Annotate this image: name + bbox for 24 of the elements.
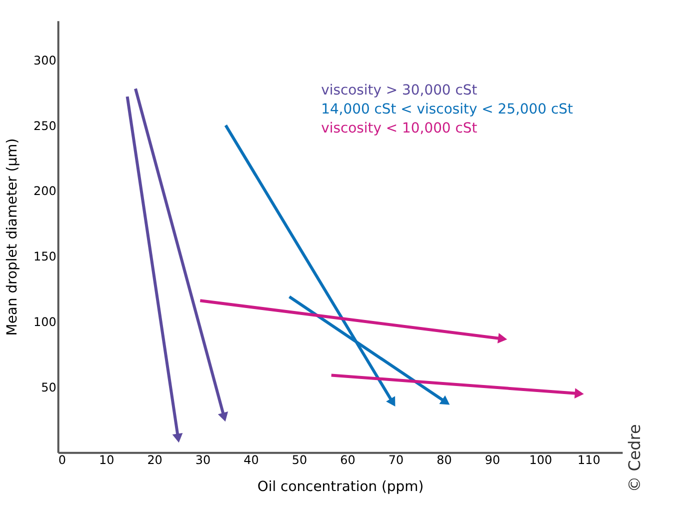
text: viscosity < 10,000 cSt bbox=[321, 120, 478, 136]
y-tick-label: 200 bbox=[34, 184, 56, 198]
x-tick-label: 60 bbox=[340, 452, 356, 467]
x-tick-label: 40 bbox=[244, 452, 259, 467]
y-axis-title: Mean droplet diameter (µm) bbox=[4, 138, 21, 336]
x-tick-label: 80 bbox=[436, 452, 452, 467]
x-tick-label: 50 bbox=[292, 452, 308, 467]
y-tick-label: 300 bbox=[34, 53, 56, 68]
y-tick-label: 100 bbox=[34, 315, 56, 330]
x-tick-label: 10 bbox=[98, 452, 114, 467]
y-tick-label: 50 bbox=[41, 380, 56, 394]
text: © Cedre bbox=[625, 424, 644, 492]
text: viscosity > 30,000 cSt bbox=[321, 82, 478, 98]
x-tick-label: 90 bbox=[484, 452, 500, 467]
y-tick-label: 150 bbox=[34, 250, 56, 264]
y-tick-label: 250 bbox=[34, 118, 56, 133]
text: 14,000 cSt < viscosity < 25,000 cSt bbox=[321, 101, 574, 118]
x-tick-label: 0 bbox=[58, 452, 66, 467]
x-tick-label: 20 bbox=[147, 452, 162, 467]
x-tick-label: 110 bbox=[578, 452, 600, 467]
x-tick-label: 30 bbox=[195, 452, 211, 467]
x-tick-label: 100 bbox=[529, 452, 552, 467]
x-tick-label: 70 bbox=[388, 452, 404, 467]
x-axis-title: Oil concentration (ppm) bbox=[257, 478, 424, 495]
